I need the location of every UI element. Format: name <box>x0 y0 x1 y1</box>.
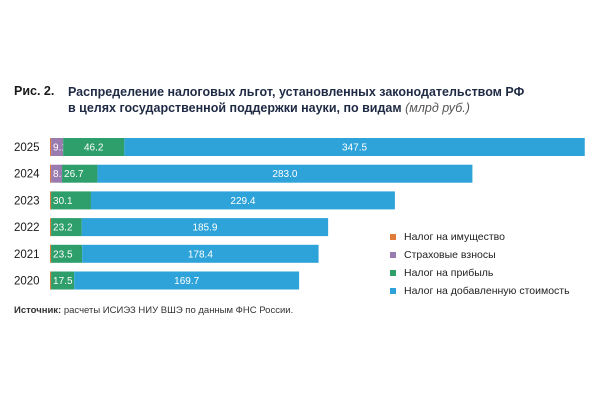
bar-property-2022 <box>50 218 52 237</box>
legend-swatch-property <box>390 234 396 240</box>
source-text: расчеты ИСИЭЗ НИУ ВШЭ по данным ФНС Росс… <box>61 305 294 316</box>
title-line-1: Распределение налоговых льгот, установле… <box>68 85 525 99</box>
figure-label: Рис. 2. <box>14 84 55 98</box>
bar-vat-2020 <box>74 271 300 290</box>
chart-title: Распределение налоговых льгот, установле… <box>68 84 588 116</box>
legend-swatch-insurance <box>390 252 396 258</box>
data-label-vat-2020: 169.7 <box>174 276 199 287</box>
legend-item-vat: Налог на добавленную стоимость <box>390 282 570 300</box>
legend-label-insurance: Страховые взносы <box>404 249 496 261</box>
bar-insurance-2025 <box>51 138 64 156</box>
year-label-2020: 2020 <box>14 276 40 288</box>
data-label-insurance-2024: 8.3 <box>53 169 67 180</box>
data-label-insurance-2025: 9.1 <box>53 143 67 154</box>
data-label-profit-2022: 23.2 <box>53 223 73 234</box>
legend-item-profit: Налог на прибыль <box>390 264 570 282</box>
year-label-2021: 2021 <box>14 249 40 261</box>
year-label-2023: 2023 <box>14 195 40 207</box>
bar-vat-2025 <box>124 138 585 156</box>
bar-vat-2024 <box>97 164 473 183</box>
year-label-2022: 2022 <box>14 222 40 234</box>
legend-swatch-profit <box>390 270 396 276</box>
data-label-vat-2022: 185.9 <box>192 223 217 234</box>
bar-profit-2024 <box>62 164 98 183</box>
legend-item-insurance: Страховые взносы <box>390 246 570 264</box>
bar-profit-2020 <box>51 271 75 290</box>
bar-property-2021 <box>50 244 52 263</box>
data-label-profit-2021: 23.5 <box>53 249 73 260</box>
bar-profit-2023 <box>51 191 91 210</box>
bar-insurance-2024 <box>51 164 63 183</box>
bar-vat-2022 <box>81 218 329 237</box>
stacked-bar-chart: 2025 9.1 46.2 347.5 2024 8.326.7 283.0 2023 30.1… <box>14 138 585 290</box>
data-label-profit-2025: 46.2 <box>84 143 104 154</box>
legend-item-property: Налог на имущество <box>390 228 570 246</box>
bar-property-2020 <box>50 271 52 290</box>
bar-profit-2025 <box>63 138 125 156</box>
legend-label-property: Налог на имущество <box>404 231 505 243</box>
data-label-profit-2020: 17.5 <box>53 276 73 287</box>
bar-vat-2021 <box>82 244 319 263</box>
data-label-vat-2021: 178.4 <box>188 249 213 260</box>
data-label-profit-2024: 26.7 <box>64 169 84 180</box>
data-label-vat-2024: 283.0 <box>272 169 297 180</box>
legend: Налог на имущество Страховые взносы Налог … <box>390 228 570 300</box>
bar-vat-2023 <box>90 191 395 210</box>
source-note: Источник: расчеты ИСИЭЗ НИУ ВШЭ по данны… <box>14 305 293 316</box>
title-line-2-text: в целях государственной поддержки науки,… <box>68 101 402 115</box>
bar-profit-2022 <box>51 218 82 237</box>
legend-swatch-vat <box>390 288 396 294</box>
year-label-2025: 2025 <box>14 142 40 154</box>
bar-property-2023 <box>50 191 52 210</box>
source-label: Источник: <box>14 305 62 316</box>
data-label-vat-2025: 347.5 <box>342 143 367 154</box>
title-line-2: в целях государственной поддержки науки,… <box>68 100 588 116</box>
legend-label-vat: Налог на добавленную стоимость <box>404 285 570 297</box>
data-label-profit-2023: 30.1 <box>53 196 73 207</box>
year-label-2024: 2024 <box>14 169 40 181</box>
title-unit: (млрд руб.) <box>405 101 470 115</box>
legend-label-profit: Налог на прибыль <box>404 267 494 279</box>
bar-property-2024 <box>50 164 52 183</box>
bar-property-2025 <box>50 138 52 156</box>
data-label-vat-2023: 229.4 <box>230 196 255 207</box>
bar-profit-2021 <box>51 244 83 263</box>
